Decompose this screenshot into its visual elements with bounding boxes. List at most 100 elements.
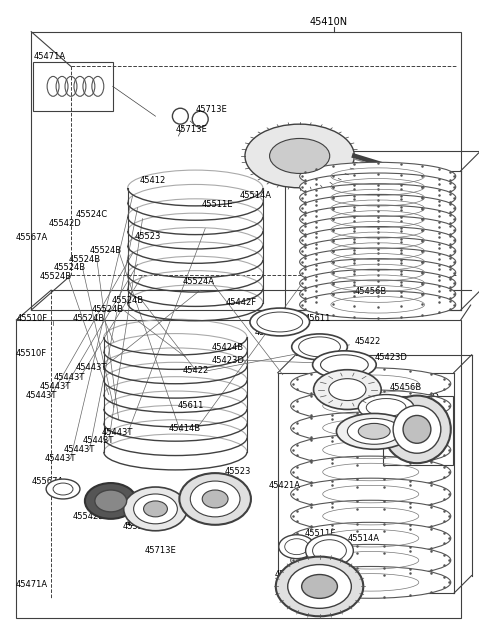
Text: 45443T: 45443T xyxy=(25,390,57,399)
Text: 45443T: 45443T xyxy=(75,363,107,372)
Text: 45567A: 45567A xyxy=(16,233,48,242)
Ellipse shape xyxy=(276,557,363,616)
Text: 45514A: 45514A xyxy=(240,191,272,200)
Ellipse shape xyxy=(336,413,412,449)
Ellipse shape xyxy=(291,434,451,466)
Ellipse shape xyxy=(403,415,431,444)
Ellipse shape xyxy=(348,419,401,444)
Text: 45523D: 45523D xyxy=(407,393,440,402)
Ellipse shape xyxy=(300,291,456,319)
Text: 45542D: 45542D xyxy=(49,219,82,228)
Text: 45524B: 45524B xyxy=(111,296,143,305)
Ellipse shape xyxy=(300,195,456,222)
Text: 45713E: 45713E xyxy=(175,125,207,134)
Ellipse shape xyxy=(250,308,310,336)
Text: 45611: 45611 xyxy=(305,314,331,323)
Ellipse shape xyxy=(313,370,381,410)
Ellipse shape xyxy=(358,395,414,420)
Ellipse shape xyxy=(288,564,351,609)
Text: 45510F: 45510F xyxy=(16,314,48,323)
Ellipse shape xyxy=(291,390,451,422)
Text: 45443T: 45443T xyxy=(54,372,85,382)
Ellipse shape xyxy=(300,173,456,201)
Text: 45422: 45422 xyxy=(183,367,209,376)
Ellipse shape xyxy=(190,481,240,517)
Text: 45510F: 45510F xyxy=(16,349,47,358)
Ellipse shape xyxy=(291,412,451,444)
Bar xyxy=(383,396,453,465)
Text: 45524B: 45524B xyxy=(54,263,86,273)
Text: 45414B: 45414B xyxy=(310,172,342,180)
Text: 45442F: 45442F xyxy=(226,298,257,307)
Text: 45421A: 45421A xyxy=(269,481,300,490)
Ellipse shape xyxy=(300,163,456,190)
Text: 45524B: 45524B xyxy=(73,314,105,323)
Text: 45713E: 45713E xyxy=(195,105,227,114)
Text: 45524B: 45524B xyxy=(92,305,124,314)
Text: 45410N: 45410N xyxy=(310,17,348,27)
Ellipse shape xyxy=(291,478,451,510)
Ellipse shape xyxy=(95,490,127,512)
Ellipse shape xyxy=(85,483,137,519)
Text: 45523: 45523 xyxy=(225,467,252,476)
Ellipse shape xyxy=(144,501,168,517)
Ellipse shape xyxy=(306,535,353,566)
Ellipse shape xyxy=(202,490,228,508)
Text: 45523D: 45523D xyxy=(254,328,287,337)
Text: 45443T: 45443T xyxy=(83,436,114,445)
Ellipse shape xyxy=(180,473,251,525)
Text: 45471A: 45471A xyxy=(16,580,48,589)
Text: 45524C: 45524C xyxy=(75,210,108,219)
Text: 45414B: 45414B xyxy=(168,424,201,433)
Text: 45422: 45422 xyxy=(354,337,381,346)
Ellipse shape xyxy=(291,545,451,576)
Ellipse shape xyxy=(291,522,451,554)
Text: 45713E: 45713E xyxy=(144,546,176,555)
Ellipse shape xyxy=(291,566,451,598)
Text: 45443T: 45443T xyxy=(39,381,71,390)
Bar xyxy=(33,61,113,111)
Text: 45524B: 45524B xyxy=(39,272,72,281)
Text: 45412: 45412 xyxy=(275,570,301,579)
Ellipse shape xyxy=(300,205,456,233)
Text: 45542D: 45542D xyxy=(73,513,106,522)
Text: 45511E: 45511E xyxy=(305,529,336,538)
Ellipse shape xyxy=(301,575,337,598)
Text: 45423D: 45423D xyxy=(211,356,244,365)
Ellipse shape xyxy=(383,396,451,463)
Ellipse shape xyxy=(124,487,187,531)
Ellipse shape xyxy=(300,280,456,308)
Bar xyxy=(16,320,461,618)
Ellipse shape xyxy=(393,406,441,453)
Ellipse shape xyxy=(300,184,456,212)
Text: 45524B: 45524B xyxy=(90,246,122,255)
Text: 45456B: 45456B xyxy=(355,287,387,296)
Text: 45424B: 45424B xyxy=(381,371,413,380)
Text: 45442F: 45442F xyxy=(404,420,435,429)
Ellipse shape xyxy=(46,479,80,499)
Text: 45524B: 45524B xyxy=(68,255,100,264)
Ellipse shape xyxy=(300,269,456,297)
Text: 45443T: 45443T xyxy=(44,454,76,463)
Text: 45524C: 45524C xyxy=(123,522,155,531)
Ellipse shape xyxy=(270,138,330,173)
Text: 45524A: 45524A xyxy=(183,277,215,286)
Ellipse shape xyxy=(300,248,456,276)
Text: 45471A: 45471A xyxy=(33,52,65,61)
Text: 45567A: 45567A xyxy=(31,477,63,486)
Ellipse shape xyxy=(292,334,348,360)
Ellipse shape xyxy=(300,216,456,244)
Ellipse shape xyxy=(358,424,390,439)
Text: 45523: 45523 xyxy=(135,232,161,241)
Text: 45511E: 45511E xyxy=(202,200,233,209)
Text: 45611: 45611 xyxy=(178,401,204,410)
Ellipse shape xyxy=(300,259,456,287)
Text: 45412: 45412 xyxy=(140,175,166,184)
Bar xyxy=(31,31,461,310)
Ellipse shape xyxy=(300,237,456,265)
Ellipse shape xyxy=(329,379,366,401)
Text: 45456B: 45456B xyxy=(389,383,421,392)
Ellipse shape xyxy=(245,124,354,188)
Ellipse shape xyxy=(312,351,376,379)
Ellipse shape xyxy=(279,535,314,559)
